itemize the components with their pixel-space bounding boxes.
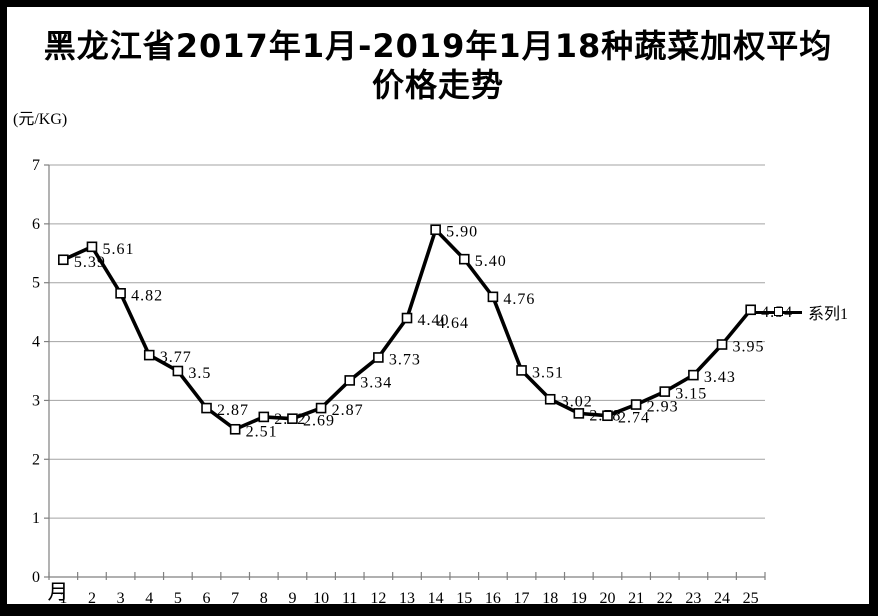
x-category-label: 2: [88, 590, 96, 607]
data-point-marker: [573, 408, 585, 419]
y-axis-unit-label: (元/KG): [13, 111, 68, 128]
x-category-label: 21: [628, 590, 644, 607]
data-point-marker: [401, 312, 413, 324]
data-point-label: 2.93: [647, 399, 679, 416]
x-category-label: 18: [542, 590, 558, 607]
x-category-label: 7: [231, 590, 239, 607]
x-category-label: 14: [428, 590, 444, 607]
data-point-marker: [287, 413, 298, 424]
y-tick-label: 7: [32, 157, 40, 174]
data-point-label: 3.73: [389, 351, 421, 368]
chart-title-line2: 价格走势: [371, 66, 504, 104]
data-point-marker: [487, 291, 499, 303]
data-point-label: 3.02: [561, 393, 593, 410]
data-point-marker: [544, 393, 556, 405]
data-point-label: 5.90: [446, 224, 478, 241]
x-category-label: 8: [260, 590, 268, 607]
x-category-label: 23: [685, 590, 701, 607]
data-point-marker: [458, 253, 470, 265]
x-category-label: 9: [288, 590, 296, 607]
y-tick-label: 2: [32, 451, 40, 468]
y-tick-label: 6: [32, 216, 40, 233]
x-category-label: 13: [399, 590, 415, 607]
data-point-marker: [602, 410, 613, 422]
data-point-marker: [172, 365, 184, 377]
data-point-marker: [58, 254, 69, 266]
x-category-label: 10: [313, 590, 329, 607]
data-point-marker: [516, 365, 527, 376]
x-category-label: 16: [485, 590, 501, 607]
data-point-marker: [745, 304, 756, 316]
data-point-label: 2.51: [246, 423, 278, 440]
x-category-label: 6: [203, 590, 211, 607]
data-point-label: 3.51: [532, 364, 564, 381]
data-point-label: 3.5: [188, 365, 211, 382]
data-point-label: 2.69: [303, 413, 335, 430]
data-point-marker: [315, 402, 327, 414]
x-category-label: 4: [145, 590, 153, 607]
data-point-label: 2.87: [217, 402, 249, 419]
data-point-label: 5.39: [74, 254, 106, 271]
extra-data-label: 4.64: [437, 315, 469, 332]
x-category-label: 22: [657, 590, 673, 607]
chart-title-line1: 黑龙江省2017年1月-2019年1月18种蔬菜加权平均: [43, 27, 833, 65]
data-point-label: 4.76: [503, 291, 535, 308]
data-point-label: 5.61: [102, 241, 134, 258]
data-point-label: 2.87: [332, 402, 364, 419]
data-point-marker: [229, 423, 241, 435]
data-point-marker: [258, 411, 270, 423]
data-point-marker: [143, 349, 155, 361]
data-point-marker: [688, 369, 699, 381]
data-point-label: 4.40: [418, 312, 450, 329]
data-point-label: 3.43: [704, 369, 736, 386]
data-point-marker: [716, 339, 728, 350]
x-category-label: 15: [456, 590, 472, 607]
y-tick-label: 3: [32, 392, 40, 409]
x-category-label: 25: [743, 590, 759, 607]
legend-series-label: 系列1: [808, 306, 849, 323]
x-category-label: 1: [59, 590, 67, 607]
legend: 系列1: [755, 303, 849, 323]
data-point-marker: [115, 288, 126, 299]
y-tick-label: 0: [32, 569, 40, 586]
data-point-label: 3.15: [675, 386, 707, 403]
data-point-marker: [201, 402, 212, 414]
data-point-marker: [344, 375, 356, 386]
data-point-label: 2.74: [618, 410, 650, 427]
chart-title: 黑龙江省2017年1月-2019年1月18种蔬菜加权平均 价格走势: [7, 27, 869, 105]
data-point-marker: [373, 352, 384, 363]
data-point-label: 3.95: [733, 339, 765, 356]
legend-square-marker-icon: [774, 306, 783, 316]
chart-canvas: 黑龙江省2017年1月-2019年1月18种蔬菜加权平均 价格走势 (元/KG)…: [7, 7, 869, 607]
x-category-label: 11: [342, 590, 357, 607]
data-point-marker: [659, 386, 671, 397]
data-point-marker: [430, 224, 441, 236]
x-category-label: 5: [174, 590, 182, 607]
data-point-marker: [630, 399, 642, 410]
x-category-label: 17: [514, 590, 530, 607]
y-tick-label: 1: [32, 510, 40, 527]
x-axis-title: 月: [48, 580, 69, 604]
x-category-label: 19: [571, 590, 587, 607]
data-point-marker: [86, 241, 98, 253]
x-category-label: 24: [714, 590, 730, 607]
data-point-label: 3.34: [360, 374, 392, 391]
y-tick-label: 5: [32, 275, 40, 292]
y-tick-label: 4: [32, 334, 40, 351]
data-point-label: 4.82: [131, 287, 163, 304]
legend-line-marker-icon: [755, 306, 802, 318]
x-category-label: 12: [370, 590, 386, 607]
x-category-label: 20: [599, 590, 615, 607]
data-point-label: 5.40: [475, 253, 507, 270]
data-point-label: 3.77: [160, 349, 192, 366]
x-category-label: 3: [117, 590, 125, 607]
